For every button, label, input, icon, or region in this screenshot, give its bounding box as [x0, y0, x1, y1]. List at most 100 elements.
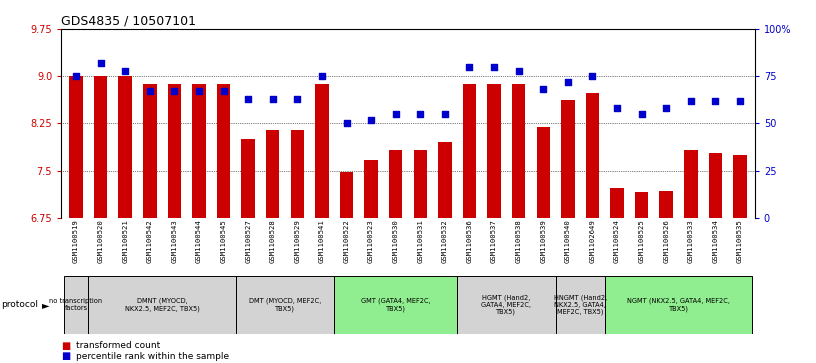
Bar — [290, 130, 304, 218]
Point — [537, 86, 550, 92]
Point — [168, 89, 181, 94]
Text: GSM1100541: GSM1100541 — [319, 219, 325, 263]
Point — [193, 89, 206, 94]
Bar — [64, 276, 88, 334]
Bar — [586, 93, 599, 218]
Text: GSM1100542: GSM1100542 — [147, 219, 153, 263]
Point — [463, 64, 476, 70]
Point — [512, 68, 526, 73]
Point — [438, 111, 451, 117]
Text: GDS4835 / 10507101: GDS4835 / 10507101 — [61, 15, 196, 28]
Text: GSM1100544: GSM1100544 — [196, 219, 202, 263]
Text: GSM1100532: GSM1100532 — [442, 219, 448, 263]
Bar — [335, 276, 457, 334]
Bar — [610, 188, 623, 218]
Bar — [364, 160, 378, 218]
Text: GSM1100537: GSM1100537 — [491, 219, 497, 263]
Text: GSM1102649: GSM1102649 — [589, 219, 596, 263]
Bar — [167, 84, 181, 218]
Text: GSM1100539: GSM1100539 — [540, 219, 546, 263]
Bar — [635, 192, 649, 218]
Text: NGMT (NKX2.5, GATA4, MEF2C,
TBX5): NGMT (NKX2.5, GATA4, MEF2C, TBX5) — [628, 298, 730, 312]
Point — [144, 89, 157, 94]
Text: GSM1100521: GSM1100521 — [122, 219, 128, 263]
Bar — [118, 76, 132, 218]
Bar — [88, 276, 236, 334]
Text: GSM1100525: GSM1100525 — [639, 219, 645, 263]
Bar — [193, 84, 206, 218]
Point — [290, 96, 304, 102]
Bar — [438, 142, 452, 218]
Text: GSM1100545: GSM1100545 — [220, 219, 227, 263]
Text: protocol: protocol — [1, 301, 38, 309]
Point — [389, 111, 402, 117]
Bar — [684, 151, 698, 218]
Text: GSM1100536: GSM1100536 — [467, 219, 472, 263]
Text: GSM1100519: GSM1100519 — [73, 219, 79, 263]
Bar — [414, 151, 427, 218]
Point — [709, 98, 722, 104]
Bar — [389, 151, 402, 218]
Text: GSM1100526: GSM1100526 — [663, 219, 669, 263]
Text: GSM1100523: GSM1100523 — [368, 219, 374, 263]
Text: percentile rank within the sample: percentile rank within the sample — [76, 352, 229, 361]
Text: HGMT (Hand2,
GATA4, MEF2C,
TBX5): HGMT (Hand2, GATA4, MEF2C, TBX5) — [481, 294, 531, 315]
Text: DMT (MYOCD, MEF2C,
TBX5): DMT (MYOCD, MEF2C, TBX5) — [249, 298, 322, 312]
Bar — [94, 76, 108, 218]
Bar — [463, 85, 477, 218]
Point — [635, 111, 648, 117]
Point — [316, 73, 329, 79]
Point — [487, 64, 500, 70]
Text: ►: ► — [42, 300, 50, 310]
Text: GSM1100529: GSM1100529 — [295, 219, 300, 263]
Bar — [69, 76, 82, 218]
Point — [340, 121, 353, 126]
Text: transformed count: transformed count — [76, 341, 160, 350]
Bar — [339, 172, 353, 218]
Point — [610, 105, 623, 111]
Point — [118, 68, 131, 73]
Text: GSM1100538: GSM1100538 — [516, 219, 521, 263]
Point — [561, 79, 574, 85]
Point — [217, 89, 230, 94]
Point — [94, 60, 107, 66]
Text: GSM1100530: GSM1100530 — [392, 219, 399, 263]
Bar — [315, 84, 329, 218]
Text: GSM1100535: GSM1100535 — [737, 219, 743, 263]
Text: ■: ■ — [61, 351, 70, 362]
Text: DMNT (MYOCD,
NKX2.5, MEF2C, TBX5): DMNT (MYOCD, NKX2.5, MEF2C, TBX5) — [125, 298, 199, 312]
Text: GSM1100524: GSM1100524 — [614, 219, 620, 263]
Bar — [659, 191, 673, 218]
Point — [365, 117, 378, 123]
Text: GSM1100533: GSM1100533 — [688, 219, 694, 263]
Bar — [217, 84, 230, 218]
Bar — [536, 127, 550, 218]
Text: GSM1100527: GSM1100527 — [245, 219, 251, 263]
Point — [685, 98, 698, 104]
Bar — [512, 85, 526, 218]
Point — [414, 111, 427, 117]
Text: ■: ■ — [61, 340, 70, 351]
Point — [659, 105, 672, 111]
Text: HNGMT (Hand2,
NKX2.5, GATA4,
MEF2C, TBX5): HNGMT (Hand2, NKX2.5, GATA4, MEF2C, TBX5… — [553, 294, 607, 315]
Point — [242, 96, 255, 102]
Bar — [556, 276, 605, 334]
Bar — [487, 84, 501, 218]
Point — [69, 73, 82, 79]
Bar — [457, 276, 556, 334]
Text: GSM1100522: GSM1100522 — [344, 219, 349, 263]
Text: GSM1100520: GSM1100520 — [98, 219, 104, 263]
Text: GSM1100540: GSM1100540 — [565, 219, 571, 263]
Point — [734, 98, 747, 104]
Point — [586, 73, 599, 79]
Bar — [266, 130, 280, 218]
Bar — [143, 84, 157, 218]
Text: GSM1100531: GSM1100531 — [417, 219, 424, 263]
Text: GSM1100534: GSM1100534 — [712, 219, 718, 263]
Text: GSM1100528: GSM1100528 — [270, 219, 276, 263]
Bar — [605, 276, 752, 334]
Text: GMT (GATA4, MEF2C,
TBX5): GMT (GATA4, MEF2C, TBX5) — [361, 298, 431, 312]
Point — [266, 96, 279, 102]
Text: no transcription
factors: no transcription factors — [50, 298, 103, 311]
Bar — [734, 155, 747, 218]
